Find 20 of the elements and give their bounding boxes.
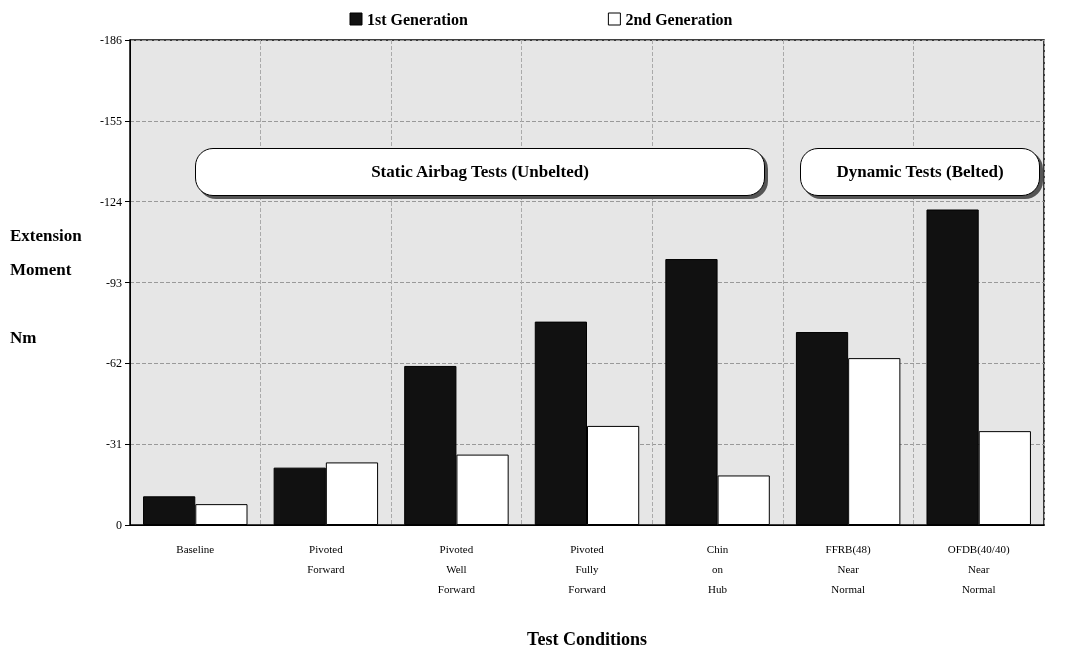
x-tick-label: FFRB(48) Near Normal — [825, 543, 872, 595]
x-tick-label: Chin on Hub — [706, 543, 729, 595]
text: Extension Moment Nm — [10, 225, 82, 347]
y-tick-label: -124 — [100, 194, 122, 209]
annotation: Dynamic Tests (Belted) — [836, 162, 1004, 182]
y-tick-label: -31 — [106, 437, 122, 452]
legend-label: 2nd Generation — [625, 10, 733, 28]
y-tick-label: -93 — [106, 275, 122, 290]
y-tick-label: -186 — [100, 33, 122, 47]
annotation: Static Airbag Tests (Unbelted) — [371, 162, 589, 182]
y-tick-label: 0 — [116, 518, 122, 532]
y-tick-label: -155 — [100, 113, 122, 128]
x-axis-title: Test Conditions — [527, 629, 647, 649]
y-tick-label: -62 — [106, 356, 122, 371]
x-tick-label: Pivoted Forward — [307, 543, 345, 575]
x-tick-label: Baseline — [176, 543, 215, 555]
x-tick-label: Pivoted Well Forward — [437, 543, 476, 595]
legend-label: 1st Generation — [367, 10, 468, 28]
x-tick-label: Pivoted Fully Forward — [568, 543, 607, 595]
x-tick-label: OFDB(40/40) Near Normal — [947, 543, 1010, 595]
